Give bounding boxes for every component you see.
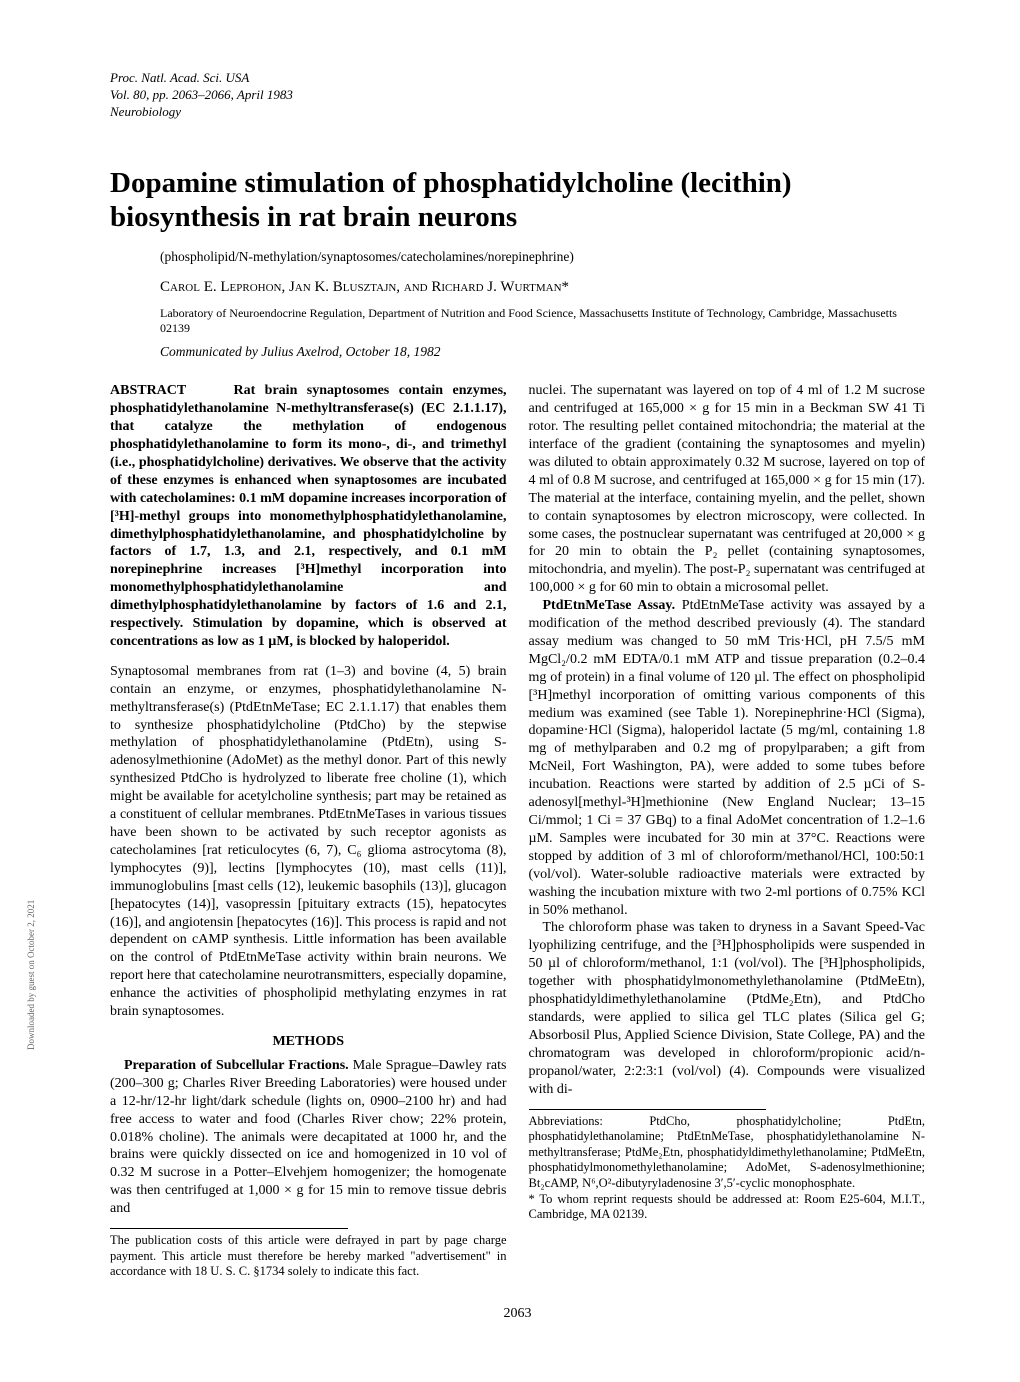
abstract-label: ABSTRACT — [110, 383, 186, 398]
download-note: Downloaded by guest on October 2, 2021 — [26, 900, 36, 1050]
section-name: Neurobiology — [110, 104, 925, 121]
right-column: nuclei. The supernatant was layered on t… — [529, 382, 926, 1280]
footnote-rule-right — [529, 1109, 767, 1110]
methods-heading: METHODS — [110, 1033, 507, 1051]
methods-continued: nuclei. The supernatant was layered on t… — [529, 382, 926, 597]
methods-body: Male Sprague–Dawley rats (200–300 g; Cha… — [110, 1058, 507, 1216]
intro-paragraph: Synaptosomal membranes from rat (1–3) an… — [110, 663, 507, 1021]
affiliation: Laboratory of Neuroendocrine Regulation,… — [110, 306, 925, 336]
footnote-rule — [110, 1228, 348, 1229]
assay-body: PtdEtnMeTase activity was assayed by a m… — [529, 598, 926, 917]
abstract: ABSTRACT Rat brain synaptosomes contain … — [110, 382, 507, 651]
authors: Carol E. Leprohon, Jan K. Blusztajn, and… — [110, 279, 925, 296]
body-columns: ABSTRACT Rat brain synaptosomes contain … — [110, 382, 925, 1280]
left-column: ABSTRACT Rat brain synaptosomes contain … — [110, 382, 507, 1280]
article-title: Dopamine stimulation of phosphatidylchol… — [110, 166, 925, 236]
assay-subheading: PtdEtnMeTase Assay. — [543, 598, 676, 613]
page-number: 2063 — [110, 1306, 925, 1322]
tlc-paragraph: The chloroform phase was taken to drynes… — [529, 919, 926, 1098]
methods-paragraph: Preparation of Subcellular Fractions. Ma… — [110, 1057, 507, 1218]
journal-header: Proc. Natl. Acad. Sci. USA Vol. 80, pp. … — [110, 70, 925, 121]
reprint-footnote: * To whom reprint requests should be add… — [529, 1192, 926, 1223]
journal-name: Proc. Natl. Acad. Sci. USA — [110, 70, 925, 87]
publication-footnote: The publication costs of this article we… — [110, 1233, 507, 1280]
communicated-by: Communicated by Julius Axelrod, October … — [110, 344, 925, 360]
abstract-body: Rat brain synaptosomes contain enzymes, … — [110, 383, 507, 649]
volume-info: Vol. 80, pp. 2063–2066, April 1983 — [110, 87, 925, 104]
keywords: (phospholipid/N-methylation/synaptosomes… — [110, 249, 925, 265]
assay-paragraph: PtdEtnMeTase Assay. PtdEtnMeTase activit… — [529, 597, 926, 919]
methods-subheading: Preparation of Subcellular Fractions. — [124, 1058, 349, 1073]
abbreviations-footnote: Abbreviations: PtdCho, phosphatidylcholi… — [529, 1114, 926, 1192]
